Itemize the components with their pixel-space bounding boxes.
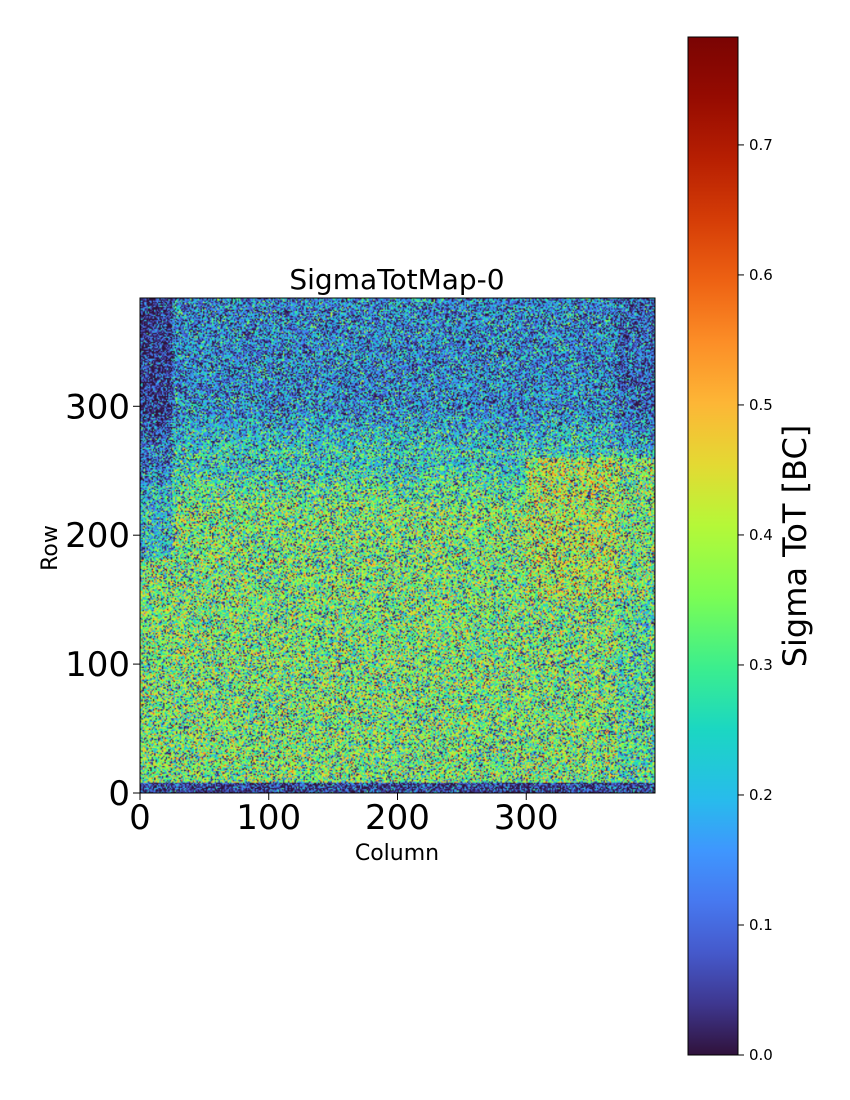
chart-title: SigmaTotMap-0	[289, 263, 504, 296]
y-axis-label: Row	[38, 525, 63, 571]
y-tick-label: 200	[65, 516, 130, 556]
colorbar-ticks: 0.0 0.1 0.2 0.3 0.4 0.5 0.6 0.7	[738, 136, 773, 1064]
colorbar	[687, 36, 739, 1056]
x-tick-label: 300	[494, 798, 559, 838]
colorbar-tick-label: 0.3	[749, 656, 773, 674]
x-axis-label: Column	[355, 841, 439, 866]
x-tick-label: 200	[365, 798, 430, 838]
x-axis-ticks: 0 100 200 300	[129, 793, 559, 838]
colorbar-tick-label: 0.5	[749, 396, 773, 414]
colorbar-tick-label: 0.7	[749, 136, 773, 154]
y-tick-label: 100	[65, 645, 130, 685]
heatmap-image	[140, 298, 655, 793]
y-tick-label: 300	[65, 387, 130, 427]
colorbar-tick-label: 0.2	[749, 786, 773, 804]
colorbar-tick-label: 0.6	[749, 266, 773, 284]
y-axis-ticks: 0 100 200 300	[65, 387, 140, 814]
colorbar-tick-label: 0.0	[749, 1046, 773, 1064]
colorbar-tick-label: 0.4	[749, 526, 773, 544]
x-tick-label: 0	[129, 798, 151, 838]
colorbar-tick-label: 0.1	[749, 916, 773, 934]
y-tick-label: 0	[108, 774, 130, 814]
x-tick-label: 100	[236, 798, 301, 838]
colorbar-label: Sigma ToT [BC]	[776, 425, 814, 668]
